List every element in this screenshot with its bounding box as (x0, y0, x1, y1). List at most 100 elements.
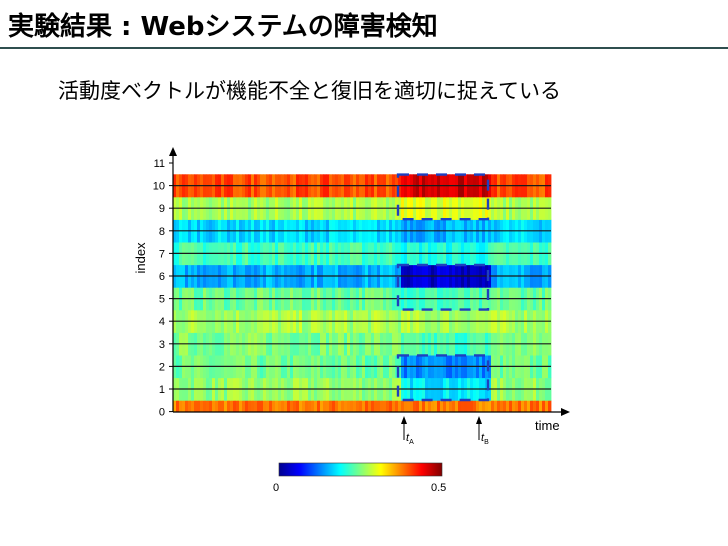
heatmap-cell (212, 400, 216, 412)
heatmap-cell (374, 400, 378, 412)
x-axis-arrow (561, 408, 570, 416)
heatmap-cells (173, 174, 552, 412)
heatmap-cell (449, 400, 453, 412)
heatmap-cell (194, 400, 198, 412)
heatmap-cell (221, 400, 225, 412)
heatmap-cell (509, 400, 513, 412)
heatmap-cell (458, 400, 462, 412)
marker-ta-arrowhead (401, 416, 407, 424)
heatmap-cell (479, 400, 483, 412)
heatmap-cell (311, 400, 315, 412)
marker-tb-label: tB (481, 432, 489, 446)
heatmap-cell (503, 400, 507, 412)
failure-highlight-boxes (396, 173, 490, 402)
heatmap-cell (515, 400, 519, 412)
heatmap-cell (425, 400, 429, 412)
heatmap-cell (530, 400, 534, 412)
heatmap-cell (323, 400, 327, 412)
heatmap-cell (524, 400, 528, 412)
heatmap-cell (380, 400, 384, 412)
heatmap-cell (293, 400, 297, 412)
heatmap-cell (395, 400, 399, 412)
y-axis-arrow (169, 147, 177, 156)
heatmap-cell (245, 400, 249, 412)
heatmap-cell (296, 400, 300, 412)
heatmap-cell (347, 400, 351, 412)
heatmap-cell (533, 400, 537, 412)
heatmap-cell (209, 400, 213, 412)
heatmap-cell (263, 400, 267, 412)
heatmap-cell (548, 400, 552, 412)
heatmap-cell (521, 400, 525, 412)
y-tick-labels: 0 1 2 3 4 5 6 7 8 9 10 11 (153, 158, 173, 419)
heatmap-cell (536, 400, 540, 412)
heatmap-cell (365, 400, 369, 412)
heatmap-cell (506, 400, 510, 412)
colorbar-max-label: 0.5 (431, 482, 446, 494)
heatmap-cell (320, 400, 324, 412)
heatmap-cell (350, 400, 354, 412)
heatmap-cell (401, 400, 405, 412)
heatmap-cell (188, 400, 192, 412)
failure-highlight-box (396, 263, 490, 311)
heatmap-cell (443, 400, 447, 412)
heatmap-cell (257, 400, 261, 412)
heatmap-cell (485, 400, 489, 412)
heatmap-cell (461, 400, 465, 412)
heatmap-cell (473, 400, 477, 412)
heatmap-cell (218, 400, 222, 412)
heatmap-cell (233, 400, 237, 412)
heatmap-cell (488, 400, 492, 412)
heatmap-cell (299, 400, 303, 412)
heatmap-cell (410, 400, 414, 412)
heatmap-cell (398, 400, 402, 412)
heatmap-cell (407, 400, 411, 412)
heatmap-cell (254, 400, 258, 412)
y-tick-label: 9 (159, 203, 165, 215)
heatmap-cell (269, 400, 273, 412)
slide-subtitle: 活動度ベクトルが機能不全と復旧を適切に捉えている (58, 79, 561, 103)
heatmap-cell (455, 400, 459, 412)
heatmap-cell (392, 400, 396, 412)
marker-tb-arrowhead (476, 416, 482, 424)
x-axis-label: time (535, 418, 560, 433)
heatmap-cell (236, 400, 240, 412)
y-tick-label: 5 (159, 294, 165, 306)
heatmap-cell (482, 400, 486, 412)
heatmap-cell (413, 400, 417, 412)
heatmap-cell (371, 400, 375, 412)
heatmap-cell (314, 400, 318, 412)
y-tick-label: 11 (154, 158, 165, 170)
heatmap-cell (542, 400, 546, 412)
heatmap-cell (272, 400, 276, 412)
heatmap-cell (431, 400, 435, 412)
heatmap-cell (329, 400, 333, 412)
heatmap-cell (266, 400, 270, 412)
heatmap-cell (176, 400, 180, 412)
y-tick-label: 7 (159, 248, 165, 260)
heatmap-cell (260, 400, 264, 412)
heatmap-cell (452, 400, 456, 412)
heatmap-cell (383, 400, 387, 412)
title-divider (0, 47, 728, 49)
heatmap-cell (290, 400, 294, 412)
heatmap-cell (416, 400, 420, 412)
heatmap-cell (284, 400, 288, 412)
heatmap-cell (173, 400, 177, 412)
heatmap-cell (281, 400, 285, 412)
y-tick-label: 8 (159, 226, 165, 238)
y-tick-label: 3 (159, 339, 165, 351)
slide-title: 実験結果 : Webシステムの障害検知 (8, 12, 438, 42)
heatmap-cell (179, 400, 183, 412)
heatmap-cell (446, 400, 450, 412)
heatmap-cell (242, 400, 246, 412)
heatmap-cell (377, 400, 381, 412)
heatmap-cell (326, 400, 330, 412)
heatmap-cell (200, 400, 204, 412)
heatmap-cell (539, 400, 543, 412)
heatmap-cell (275, 400, 279, 412)
heatmap-cell (491, 400, 495, 412)
heatmap-cell (230, 400, 234, 412)
heatmap-cell (302, 400, 306, 412)
y-tick-label: 6 (159, 271, 165, 283)
